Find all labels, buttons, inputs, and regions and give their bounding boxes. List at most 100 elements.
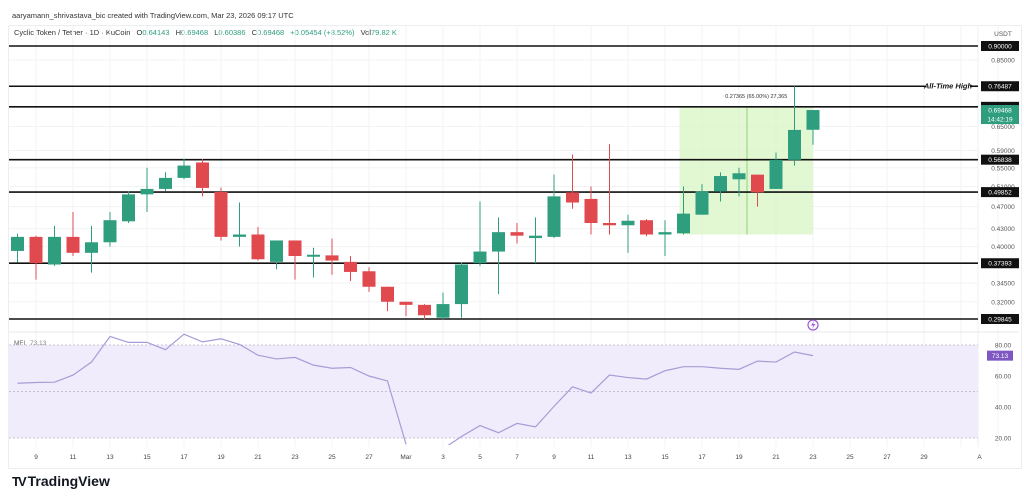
- candle-bullish: [270, 240, 283, 262]
- symbol-legend: Cyclic Token / Tether · 1D · KuCoin O0.6…: [14, 28, 401, 37]
- time-tick-label: 7: [515, 454, 519, 461]
- mfi-tick-label: 40.00: [995, 405, 1012, 412]
- time-tick-label: 17: [698, 454, 706, 461]
- candle-bearish: [29, 236, 43, 264]
- tradingview-logo-icon: TV: [12, 473, 27, 489]
- candle-bullish: [714, 176, 727, 192]
- time-tick-label: 17: [180, 454, 188, 461]
- candle-bullish: [140, 188, 154, 195]
- high-label: H: [175, 28, 182, 37]
- candle-bullish: [103, 220, 117, 243]
- candle-bearish: [510, 232, 524, 236]
- chart-credit: aaryamann_shrivastava_bic created with T…: [12, 11, 294, 20]
- time-tick-label: 23: [809, 454, 817, 461]
- candle-bearish: [344, 261, 357, 272]
- measure-range-box: [679, 106, 813, 235]
- current-price-label: 0.69468: [988, 108, 1012, 115]
- candle-bearish: [751, 174, 764, 193]
- candle-bullish: [307, 254, 320, 257]
- candle-bullish: [455, 264, 468, 305]
- level-price-badge: [981, 258, 1019, 269]
- close-value: 0.69468: [257, 28, 285, 37]
- candle-bullish: [233, 234, 246, 237]
- volume-label: Vol: [360, 28, 372, 37]
- candle-bullish: [48, 236, 61, 265]
- candle-bullish: [473, 251, 487, 264]
- candle-bullish: [806, 110, 820, 130]
- time-tick-label: 15: [143, 454, 151, 461]
- price-tick-label: 0.47000: [991, 204, 1015, 211]
- candle-bullish: [529, 235, 542, 239]
- candle-bullish: [695, 191, 709, 215]
- candle-bullish: [788, 129, 801, 160]
- mfi-line: [17, 333, 814, 445]
- candle-bullish: [769, 159, 783, 189]
- level-price-label: 0.76487: [988, 84, 1012, 91]
- time-tick-label: 13: [106, 454, 114, 461]
- candle-bullish: [177, 165, 191, 178]
- measure-label: 0.27365 (65.00%) 27,365: [725, 94, 787, 100]
- candle-bullish: [677, 213, 690, 234]
- candle-bullish: [732, 173, 746, 180]
- candle-bearish: [288, 240, 302, 257]
- price-tick-label: 0.32000: [991, 299, 1015, 306]
- mfi-value-badge-label: 73.13: [992, 353, 1009, 360]
- time-tick-label: 9: [552, 454, 556, 461]
- time-tick-label: 9: [34, 454, 38, 461]
- candle-bullish: [122, 194, 135, 222]
- candle-bearish: [584, 198, 598, 223]
- tradingview-logo[interactable]: TV TradingView: [12, 473, 110, 489]
- mfi-tick-label: 60.00: [995, 374, 1012, 381]
- bar-countdown-label: 14:42:19: [987, 117, 1013, 124]
- low-label: L: [214, 28, 219, 37]
- mfi-tick-label: 80.00: [995, 343, 1012, 350]
- lightning-event-icon: [807, 319, 819, 331]
- mfi-legend-value: 73.13: [30, 340, 47, 347]
- price-tick-label: 0.55000: [991, 165, 1015, 172]
- level-price-label: 0.37393: [988, 261, 1012, 268]
- level-price-badge: [981, 314, 1019, 324]
- level-price-badge: [981, 41, 1019, 51]
- candles: [11, 86, 820, 320]
- level-price-label: 0.29845: [988, 317, 1012, 324]
- time-tick-label: Mar: [400, 454, 412, 461]
- volume-value: 79.82 K: [371, 28, 397, 37]
- time-tick-label: 29: [920, 454, 928, 461]
- candle-bullish: [159, 177, 172, 189]
- candle-bullish: [547, 196, 561, 237]
- level-price-badge: [981, 81, 1019, 92]
- time-tick-label: 11: [70, 454, 77, 461]
- time-tick-label: 5: [478, 454, 482, 461]
- change-value: +0.05454 (+8.52%): [290, 28, 355, 37]
- candle-bearish: [381, 286, 394, 302]
- time-tick-label: 15: [661, 454, 669, 461]
- time-tick-label: 21: [254, 454, 262, 461]
- close-label: C: [251, 28, 258, 37]
- all-time-high-note: All-Time High: [923, 82, 973, 91]
- time-tick-label: 27: [883, 454, 891, 461]
- chart-frame: [8, 25, 1022, 469]
- time-tick-label: 11: [588, 454, 595, 461]
- time-tick-label: 25: [328, 454, 336, 461]
- symbol-title[interactable]: Cyclic Token / Tether · 1D · KuCoin: [14, 28, 131, 37]
- candle-bullish: [11, 236, 24, 251]
- candle-bearish: [566, 192, 579, 203]
- open-value: 0.64143: [142, 28, 170, 37]
- time-tick-label: 19: [735, 454, 743, 461]
- price-tick-label: 0.85000: [991, 58, 1015, 65]
- candle-bearish: [362, 271, 376, 287]
- time-tick-label: 25: [846, 454, 854, 461]
- candle-bullish: [658, 232, 672, 235]
- price-tick-label: 0.34500: [991, 281, 1015, 288]
- price-tick-label: 0.43000: [991, 226, 1015, 233]
- candle-bullish: [492, 232, 505, 252]
- level-price-label: 0.49852: [988, 190, 1012, 197]
- mfi-legend-label: MFI: [14, 340, 25, 347]
- level-price-label: 0.56838: [988, 157, 1012, 164]
- candle-bearish: [66, 236, 80, 253]
- candle-bearish: [214, 191, 228, 237]
- level-price-badge: [981, 154, 1019, 165]
- high-value: 0.69468: [181, 28, 209, 37]
- lightning-bolt-icon: [811, 321, 816, 329]
